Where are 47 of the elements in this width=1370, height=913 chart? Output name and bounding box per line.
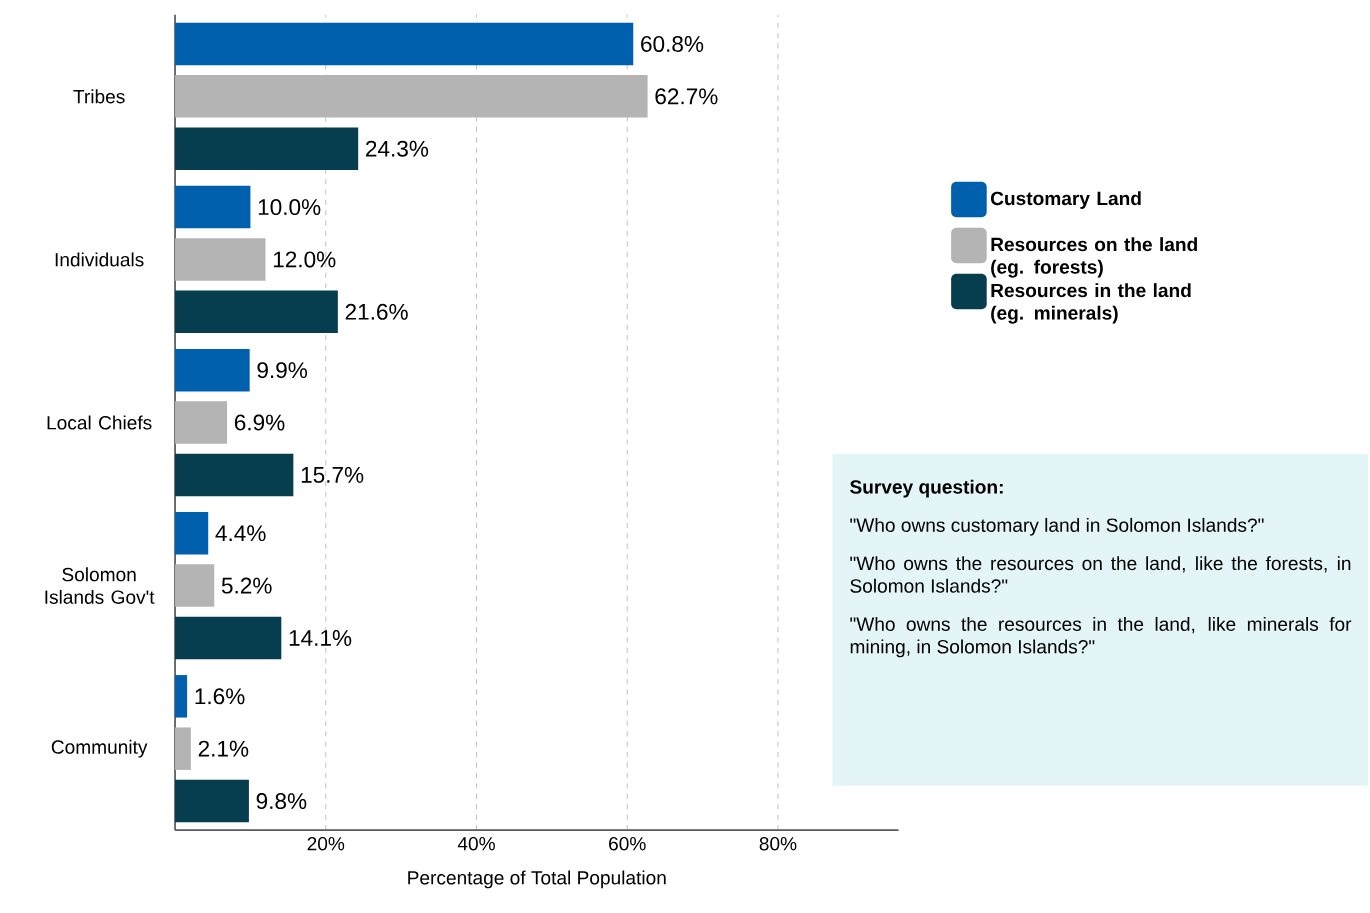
bar <box>175 674 188 718</box>
y-tick-label: Local Chiefs <box>47 415 152 430</box>
data-label: 6.9% <box>234 414 285 431</box>
bar <box>175 779 249 823</box>
y-tick-label: Individuals <box>55 252 144 267</box>
data-label: 21.6% <box>345 303 408 320</box>
x-tick-label: 80% <box>759 836 797 851</box>
data-label: 2.1% <box>198 740 249 757</box>
bar <box>175 348 250 392</box>
data-label: 9.8% <box>256 792 307 809</box>
data-label: 60.8% <box>641 35 704 52</box>
legend-label: Customary Land <box>990 191 1141 209</box>
bar <box>175 453 294 497</box>
data-label: 12.0% <box>273 251 336 268</box>
legend-label: Resources in the land (eg. minerals) <box>991 283 1191 324</box>
y-tick-label: Solomon Islands Gov't <box>45 567 155 604</box>
data-label: 24.3% <box>366 140 429 157</box>
bar <box>175 22 634 66</box>
data-label: 15.7% <box>301 466 364 483</box>
bar <box>175 616 282 660</box>
annotation: "Who owns the resources in the land, like minerals for mining, in Solomon Islands?" <box>850 616 1352 658</box>
bar <box>175 238 266 281</box>
bar <box>175 127 359 170</box>
bar <box>175 727 191 770</box>
bar <box>175 564 215 607</box>
data-label: 62.7% <box>655 88 718 105</box>
data-label: 10.0% <box>258 198 321 215</box>
data-label: 4.4% <box>215 525 266 541</box>
x-tick-label: 20% <box>307 836 345 851</box>
x-tick-label: 60% <box>609 836 646 851</box>
data-label: 14.1% <box>289 629 352 646</box>
annotation: Survey question: <box>850 479 1003 498</box>
legend-label: Resources on the land (eg. forests) <box>991 237 1197 278</box>
annotation: "Who owns the resources on the land, like the forests, in Solomon Islands?" <box>850 556 1351 593</box>
bar <box>175 290 338 333</box>
bar <box>175 511 209 555</box>
data-label: 1.6% <box>195 688 245 705</box>
x-axis-title: Percentage of Total Population <box>408 870 666 889</box>
bar <box>175 185 251 229</box>
y-tick-label: Tribes <box>73 89 125 104</box>
data-label: 9.9% <box>257 362 308 378</box>
x-tick-label: 40% <box>457 836 495 851</box>
bar <box>175 74 648 118</box>
bar <box>175 401 228 444</box>
y-tick-label: Community <box>51 739 148 758</box>
data-label: 5.2% <box>221 577 272 594</box>
annotation: "Who owns customary land in Solomon Islands?" <box>850 517 1264 536</box>
